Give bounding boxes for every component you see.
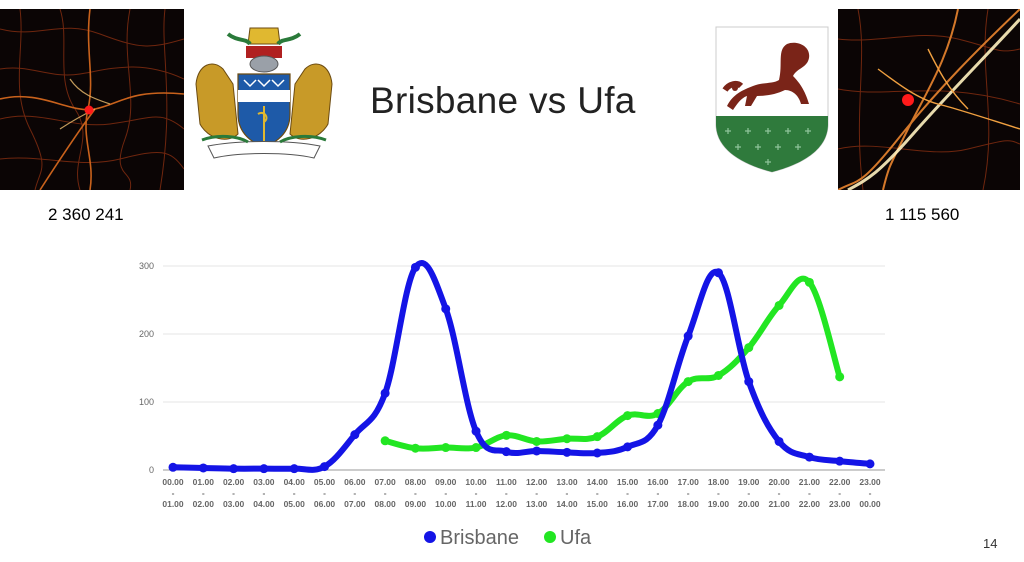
x-tick-label: 10.00 -11.00 xyxy=(465,477,487,509)
data-point-ufa xyxy=(774,300,784,310)
ufa-coat-of-arms xyxy=(713,24,831,174)
data-point-brisbane xyxy=(168,462,178,472)
data-point-brisbane xyxy=(804,452,814,462)
data-point-brisbane xyxy=(653,420,663,430)
legend-marker-brisbane xyxy=(424,531,436,543)
x-tick-label: 13.00 -14.00 xyxy=(556,477,578,509)
x-tick-label: 19.00 -20.00 xyxy=(738,477,760,509)
chart-series xyxy=(168,260,875,474)
x-tick-label: 12.00 -13.00 xyxy=(526,477,548,509)
data-point-ufa xyxy=(380,436,390,446)
data-point-ufa xyxy=(501,430,511,440)
y-tick-label: 100 xyxy=(139,397,154,407)
data-point-brisbane xyxy=(683,331,693,341)
y-tick-label: 300 xyxy=(139,261,154,271)
data-point-ufa xyxy=(532,436,542,446)
data-point-brisbane xyxy=(289,464,299,474)
y-axis-ticks: 0 100 200 300 xyxy=(139,261,154,475)
x-tick-label: 02.00 -03.00 xyxy=(223,477,245,509)
data-point-ufa xyxy=(410,443,420,453)
data-point-brisbane xyxy=(774,436,784,446)
data-point-brisbane xyxy=(229,464,239,474)
x-tick-label: 14.00 -15.00 xyxy=(587,477,609,509)
data-point-ufa xyxy=(683,377,693,387)
data-point-brisbane xyxy=(350,430,360,440)
data-point-ufa xyxy=(592,432,602,442)
x-tick-label: 00.00 -01.00 xyxy=(162,477,184,509)
data-point-brisbane xyxy=(623,442,633,452)
chart-legend: Brisbane Ufa xyxy=(424,527,592,549)
data-point-brisbane xyxy=(744,377,754,387)
brisbane-coat-of-arms xyxy=(188,24,340,166)
x-tick-label: 21.00 -22.00 xyxy=(799,477,821,509)
population-ufa: 1 115 560 xyxy=(885,205,960,224)
legend-label-brisbane: Brisbane xyxy=(440,527,519,549)
data-point-brisbane xyxy=(865,459,875,469)
legend-marker-ufa xyxy=(544,531,556,543)
data-point-brisbane xyxy=(410,262,420,272)
data-point-brisbane xyxy=(501,447,511,457)
x-tick-label: 04.00 -05.00 xyxy=(284,477,306,509)
data-point-brisbane xyxy=(592,448,602,458)
data-point-ufa xyxy=(713,370,723,380)
x-tick-label: 15.00 -16.00 xyxy=(617,477,639,509)
x-tick-label: 08.00 -09.00 xyxy=(405,477,427,509)
y-tick-label: 200 xyxy=(139,329,154,339)
data-point-ufa xyxy=(441,443,451,453)
x-tick-label: 01.00 -02.00 xyxy=(193,477,215,509)
data-point-ufa xyxy=(562,434,572,444)
data-point-brisbane xyxy=(471,426,481,436)
x-tick-label: 09.00 -10.00 xyxy=(435,477,457,509)
x-tick-label: 11.00 -12.00 xyxy=(496,477,518,509)
series-brisbane xyxy=(168,260,875,474)
data-point-ufa xyxy=(744,343,754,353)
brisbane-street-heatmap xyxy=(0,9,184,190)
population-brisbane: 2 360 241 xyxy=(48,205,124,224)
data-point-brisbane xyxy=(320,462,330,472)
series-ufa xyxy=(380,275,845,453)
data-point-brisbane xyxy=(198,463,208,473)
data-point-brisbane xyxy=(532,446,542,456)
data-point-brisbane xyxy=(835,456,845,466)
x-tick-label: 18.00 -19.00 xyxy=(708,477,730,509)
data-point-brisbane xyxy=(713,268,723,278)
data-point-brisbane xyxy=(259,464,269,474)
data-point-ufa xyxy=(804,277,814,287)
x-tick-label: 16.00 -17.00 xyxy=(647,477,669,509)
page-number: 14 xyxy=(983,536,998,551)
data-point-ufa xyxy=(623,411,633,421)
ufa-street-heatmap xyxy=(838,9,1020,190)
data-point-brisbane xyxy=(562,447,572,457)
data-point-brisbane xyxy=(380,388,390,398)
series-line-ufa xyxy=(382,275,843,452)
x-tick-label: 05.00 -06.00 xyxy=(314,477,336,509)
x-tick-label: 07.00 -08.00 xyxy=(374,477,396,509)
x-tick-label: 23.00 -00.00 xyxy=(859,477,881,509)
x-axis-ticks: 00.00 -01.00 01.00 -02.00 02.00 -03.00 03.00 -0… xyxy=(162,477,881,509)
x-tick-label: 03.00 -04.00 xyxy=(253,477,275,509)
data-point-ufa xyxy=(471,443,481,453)
x-tick-label: 17.00 -18.00 xyxy=(678,477,700,509)
data-point-ufa xyxy=(835,372,845,382)
x-tick-label: 20.00 -21.00 xyxy=(768,477,790,509)
x-tick-label: 22.00 -23.00 xyxy=(829,477,851,509)
x-tick-label: 06.00 -07.00 xyxy=(344,477,366,509)
y-tick-label: 0 xyxy=(149,465,154,475)
legend-label-ufa: Ufa xyxy=(560,527,592,549)
slide-title: Brisbane vs Ufa xyxy=(370,80,636,121)
data-point-brisbane xyxy=(441,304,451,314)
